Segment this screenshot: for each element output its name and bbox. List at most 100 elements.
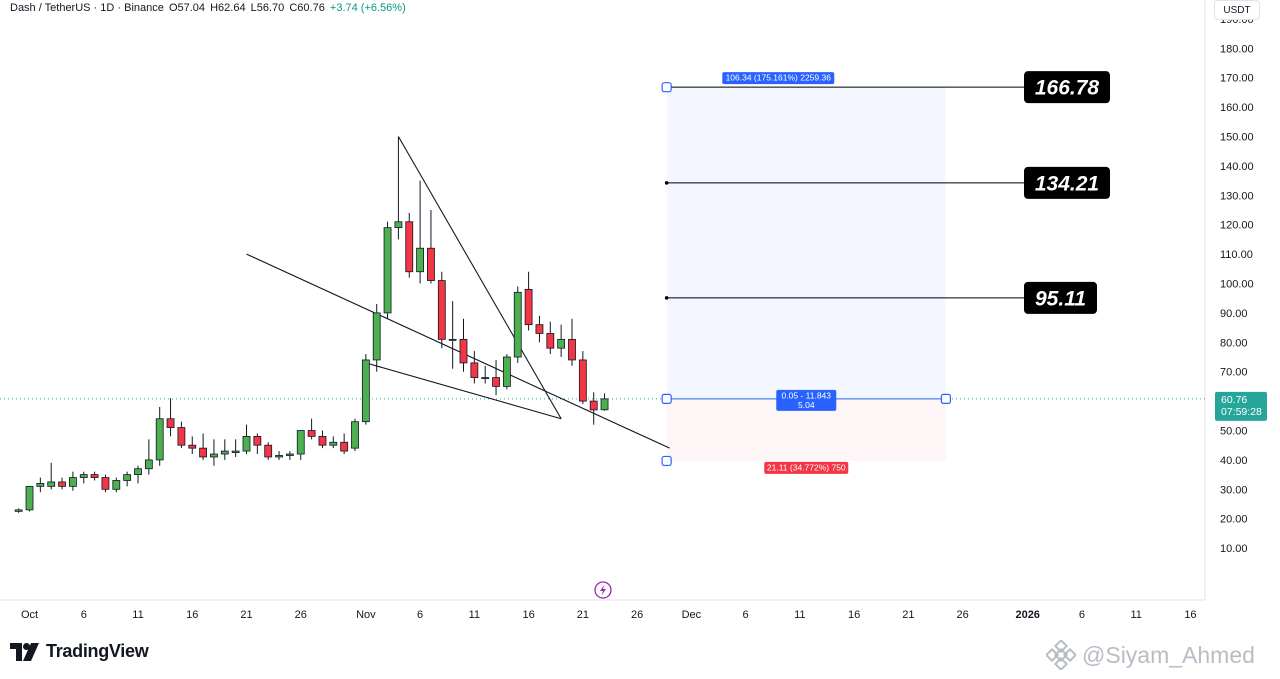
candle-body <box>242 435 251 452</box>
target-info-label: 106.34 (175.161%) 2259.36 <box>722 72 835 85</box>
watermark-text: @Siyam_Ahmed <box>1082 641 1255 668</box>
candle-body <box>427 247 435 281</box>
candle <box>568 318 576 366</box>
candle-body <box>589 400 598 411</box>
candle <box>535 315 544 343</box>
ohlc-low: L56.70 <box>250 2 285 14</box>
x-tick-label: 16 <box>522 609 534 621</box>
candle-body <box>14 509 23 512</box>
candle <box>36 477 45 493</box>
x-tick-label: Dec <box>682 609 702 621</box>
candle-body <box>58 481 66 487</box>
candle <box>470 351 479 384</box>
x-tick-label: Oct <box>21 609 38 621</box>
y-tick-label: 110.00 <box>1220 249 1253 261</box>
position-handle <box>661 82 672 93</box>
candle <box>318 430 327 449</box>
candle-body <box>383 227 392 314</box>
position-handle <box>940 393 952 404</box>
candle-body <box>166 418 175 428</box>
candle-body <box>459 338 468 364</box>
candle-body <box>307 430 316 437</box>
candle-body <box>47 481 56 487</box>
candle-body <box>210 453 218 458</box>
candle-body <box>535 324 544 334</box>
y-tick-label: 50.00 <box>1220 426 1248 438</box>
target-anchor-dot <box>664 181 669 185</box>
y-tick-label: 130.00 <box>1220 190 1254 202</box>
x-tick-label: 16 <box>848 609 860 621</box>
tradingview-logo[interactable]: TradingView <box>10 641 149 662</box>
candle-body <box>123 474 132 481</box>
candle-body <box>275 455 283 458</box>
y-tick-label: 160.00 <box>1220 102 1254 114</box>
currency-button[interactable]: USDT <box>1214 0 1260 20</box>
candle <box>144 439 153 475</box>
candle <box>210 439 218 466</box>
candle-body <box>25 485 34 511</box>
current-price-tag-bg <box>1215 391 1267 421</box>
author-watermark: @Siyam_Ahmed <box>1046 640 1255 670</box>
lightning-icon <box>594 581 612 599</box>
candle <box>557 324 566 357</box>
x-tick-label: 26 <box>956 609 968 621</box>
candle <box>329 436 338 449</box>
candle <box>112 477 121 493</box>
symbol-info: Dash / TetherUS · 1D · Binance <box>10 2 164 14</box>
y-tick-label: 30.00 <box>1220 484 1248 496</box>
stop-info-label-text: 21.11 (34.772%) 750 <box>767 462 846 472</box>
candle-body <box>296 430 305 455</box>
position-handle <box>661 393 672 404</box>
target-label-text: 95.11 <box>1035 287 1086 310</box>
candle-body <box>568 338 576 361</box>
candle-body <box>394 221 403 229</box>
symbol-legend: Dash / TetherUS · 1D · Binance O57.04 H6… <box>10 2 408 14</box>
candle <box>242 424 251 455</box>
y-tick-label: 90.00 <box>1220 308 1248 320</box>
x-tick-label: 6 <box>1079 609 1085 621</box>
candle <box>546 321 555 355</box>
candle <box>513 286 522 363</box>
candle <box>264 442 273 460</box>
y-tick-label: 170.00 <box>1220 73 1254 85</box>
candle-body <box>481 377 490 379</box>
candle <box>361 354 370 425</box>
candle-body <box>155 418 164 461</box>
x-tick-label: 6 <box>743 609 749 621</box>
x-tick-label: 26 <box>295 609 307 621</box>
candle-body <box>546 333 555 349</box>
candle <box>383 221 392 319</box>
y-tick-label: 180.00 <box>1220 43 1254 55</box>
candle-body <box>177 427 186 446</box>
candle-body <box>470 362 479 378</box>
candle <box>188 436 197 455</box>
binance-icon <box>1046 640 1076 670</box>
x-tick-label: 16 <box>1184 609 1196 621</box>
y-tick-label: 80.00 <box>1220 337 1248 349</box>
y-tick-label: 100.00 <box>1220 279 1254 291</box>
y-tick-label: 140.00 <box>1220 161 1254 173</box>
candle-body <box>253 435 262 446</box>
y-tick-label: 150.00 <box>1220 132 1254 144</box>
candle <box>199 433 208 460</box>
candle <box>14 508 23 513</box>
candle <box>47 462 56 490</box>
stop-info-label-bg <box>764 461 849 474</box>
candle <box>90 471 99 481</box>
candle-body <box>318 435 327 446</box>
brand-name: TradingView <box>46 641 149 661</box>
y-tick-label: 20.00 <box>1220 514 1248 526</box>
ohlc-high: H62.64 <box>210 2 246 14</box>
candle <box>134 465 142 484</box>
ohlc-open: O57.04 <box>168 2 206 14</box>
target-label: 134.21 <box>1024 166 1110 199</box>
candle-body <box>502 356 511 387</box>
target-info-label-bg <box>722 72 835 85</box>
y-tick-label: 10.00 <box>1220 543 1248 555</box>
candle-body <box>285 453 294 456</box>
candle-body <box>90 474 99 478</box>
candle <box>79 471 88 484</box>
